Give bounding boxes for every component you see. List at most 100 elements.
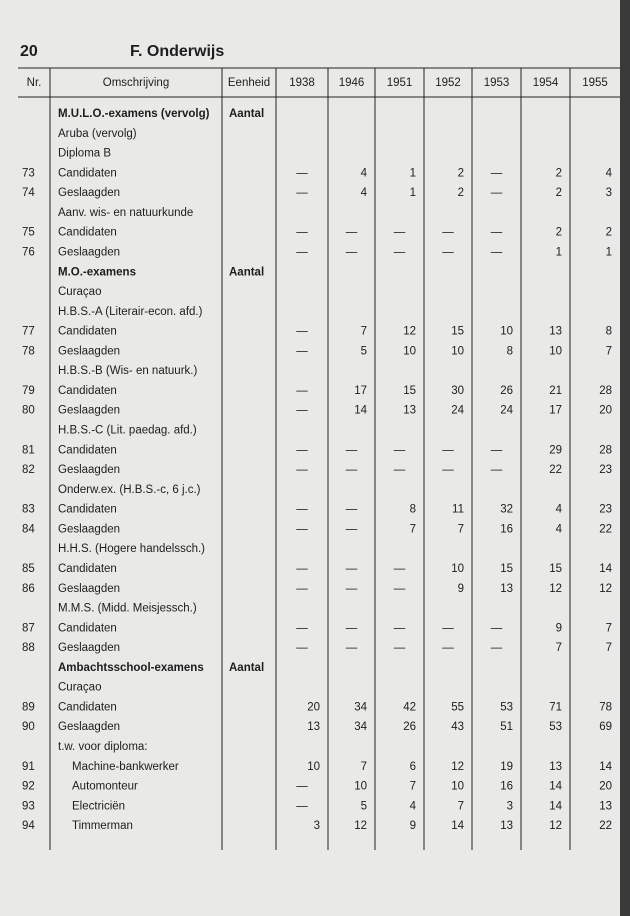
row-number: 74 <box>22 187 35 199</box>
description: Onderw.ex. (H.B.S.-c, 6 j.c.) <box>58 484 201 496</box>
row-number: 91 <box>22 761 35 773</box>
cell-value: 10 <box>307 761 320 773</box>
cell-value: 7 <box>606 642 612 654</box>
cell-value: 24 <box>451 405 464 417</box>
cell-value: 5 <box>361 800 367 812</box>
cell-value: — <box>394 583 406 595</box>
cell-value: 7 <box>458 523 464 535</box>
cell-value: — <box>296 781 308 793</box>
cell-value: — <box>296 444 308 456</box>
column-header: 1946 <box>339 77 365 89</box>
cell-value: 11 <box>452 504 464 516</box>
cell-value: 28 <box>599 444 612 456</box>
page-number: 20 <box>20 43 38 60</box>
cell-value: — <box>491 167 503 179</box>
cell-value: — <box>296 464 308 476</box>
row-number: 94 <box>22 820 35 832</box>
row-number: 81 <box>22 444 35 456</box>
cell-value: 10 <box>403 345 416 357</box>
cell-value: 10 <box>451 781 464 793</box>
cell-value: — <box>442 642 454 654</box>
column-header: 1954 <box>533 77 559 89</box>
description: Candidaten <box>58 326 117 338</box>
cell-value: 12 <box>451 761 464 773</box>
cell-value: 34 <box>354 701 367 713</box>
cell-value: 9 <box>410 820 416 832</box>
cell-value: — <box>491 187 503 199</box>
cell-value: 4 <box>556 504 563 516</box>
description: M.U.L.O.-examens (vervolg) <box>58 108 210 120</box>
cell-value: — <box>296 167 308 179</box>
description: H.H.S. (Hogere handelssch.) <box>58 543 205 555</box>
description: t.w. voor diploma: <box>58 741 147 753</box>
cell-value: 4 <box>606 167 613 179</box>
row-number: 89 <box>22 701 35 713</box>
cell-value: 7 <box>410 523 416 535</box>
description: Diploma B <box>58 148 111 160</box>
cell-value: 7 <box>458 800 464 812</box>
cell-value: 26 <box>500 385 513 397</box>
cell-value: 1 <box>410 187 416 199</box>
cell-value: — <box>296 227 308 239</box>
cell-value: 10 <box>451 345 464 357</box>
cell-value: 7 <box>361 326 367 338</box>
cell-value: — <box>394 563 406 575</box>
cell-value: — <box>296 405 308 417</box>
description: Geslaagden <box>58 583 120 595</box>
row-number: 92 <box>22 781 35 793</box>
cell-value: 12 <box>354 820 367 832</box>
cell-value: 29 <box>549 444 562 456</box>
cell-value: 14 <box>599 563 612 575</box>
cell-value: — <box>296 800 308 812</box>
description: Timmerman <box>72 820 133 832</box>
cell-value: — <box>346 642 358 654</box>
cell-value: 12 <box>549 820 562 832</box>
cell-value: — <box>346 464 358 476</box>
row-number: 75 <box>22 227 35 239</box>
cell-value: 55 <box>451 701 464 713</box>
section-title: F. Onderwijs <box>130 43 224 60</box>
cell-value: 10 <box>354 781 367 793</box>
cell-value: 4 <box>361 167 368 179</box>
row-number: 77 <box>22 326 35 338</box>
cell-value: — <box>442 246 454 258</box>
cell-value: 22 <box>599 523 612 535</box>
unit: Aantal <box>229 662 264 674</box>
description: Ambachtsschool-examens <box>58 662 204 674</box>
row-number: 85 <box>22 563 35 575</box>
cell-value: 20 <box>599 781 612 793</box>
description: Geslaagden <box>58 523 120 535</box>
cell-value: — <box>296 187 308 199</box>
cell-value: 7 <box>556 642 562 654</box>
cell-value: 23 <box>599 504 612 516</box>
cell-value: 22 <box>599 820 612 832</box>
cell-value: 17 <box>354 385 367 397</box>
row-number: 87 <box>22 622 35 634</box>
row-number: 80 <box>22 405 35 417</box>
cell-value: — <box>296 642 308 654</box>
cell-value: 15 <box>451 326 464 338</box>
cell-value: — <box>346 246 358 258</box>
cell-value: 20 <box>599 405 612 417</box>
column-header: Eenheid <box>228 77 270 89</box>
description: Geslaagden <box>58 642 120 654</box>
description: Candidaten <box>58 504 117 516</box>
cell-value: 1 <box>556 246 562 258</box>
description: Geslaagden <box>58 464 120 476</box>
cell-value: 14 <box>451 820 464 832</box>
description: Curaçao <box>58 286 101 298</box>
cell-value: 2 <box>556 187 562 199</box>
description: Geslaagden <box>58 187 120 199</box>
cell-value: 13 <box>500 583 513 595</box>
row-number: 83 <box>22 504 35 516</box>
row-number: 86 <box>22 583 35 595</box>
cell-value: 12 <box>549 583 562 595</box>
cell-value: — <box>296 504 308 516</box>
row-number: 88 <box>22 642 35 654</box>
cell-value: 43 <box>451 721 464 733</box>
cell-value: — <box>296 583 308 595</box>
cell-value: 13 <box>599 800 612 812</box>
cell-value: 3 <box>606 187 612 199</box>
cell-value: 13 <box>500 820 513 832</box>
